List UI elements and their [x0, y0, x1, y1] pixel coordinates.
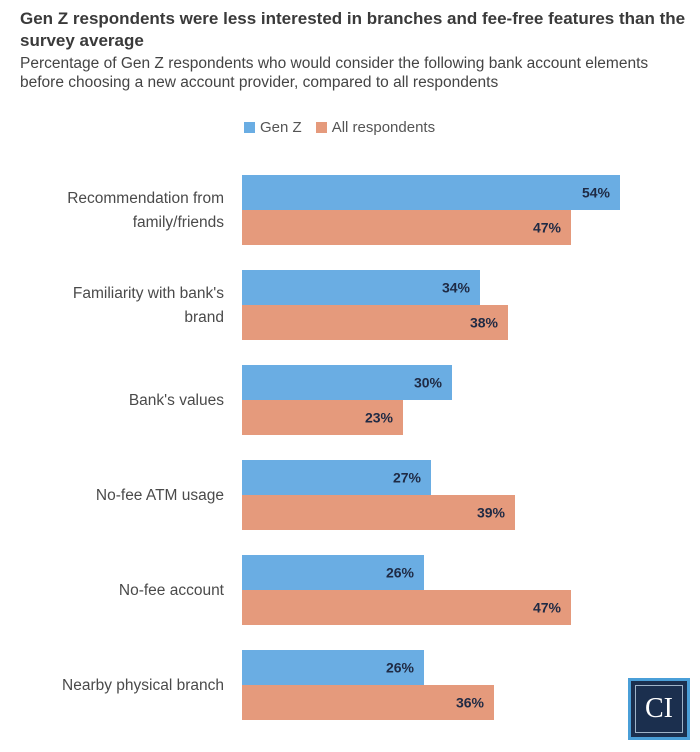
- category-label-2: Bank's values: [129, 392, 224, 409]
- legend-label-all-respondents: All respondents: [331, 118, 436, 136]
- value-label-gen-z-3: 27%: [393, 470, 422, 486]
- bar-all-respondents-4: [242, 590, 571, 625]
- category-label-0-line-0: Recommendation from: [67, 190, 224, 207]
- bar-gen-z-3: [242, 460, 431, 495]
- bar-gen-z-2: [242, 365, 452, 400]
- bar-gen-z-5: [242, 650, 424, 685]
- value-label-all-respondents-2: 23%: [365, 410, 394, 426]
- value-label-all-respondents-3: 39%: [477, 505, 506, 521]
- value-label-gen-z-4: 26%: [386, 565, 415, 581]
- bar-all-respondents-3: [242, 495, 515, 530]
- category-label-1-line-0: Familiarity with bank's: [73, 285, 224, 302]
- ci-logo: CI: [628, 678, 690, 740]
- value-label-gen-z-2: 30%: [414, 375, 443, 391]
- value-label-gen-z-1: 34%: [442, 280, 471, 296]
- value-label-gen-z-0: 54%: [582, 185, 611, 201]
- legend-swatch-all-respondents: [315, 121, 327, 133]
- legend: Gen Z All respondents: [244, 118, 449, 136]
- category-label-3: No-fee ATM usage: [96, 487, 224, 504]
- bar-gen-z-0: [242, 175, 620, 210]
- legend-label-gen-z: Gen Z: [260, 118, 302, 136]
- bar-all-respondents-0: [242, 210, 571, 245]
- bar-all-respondents-5: [242, 685, 494, 720]
- category-label-0-line-1: family/friends: [133, 214, 225, 231]
- legend-item-gen-z: Gen Z: [244, 119, 302, 136]
- category-label-1-line-1: brand: [184, 309, 224, 326]
- chart-subtitle: Percentage of Gen Z respondents who woul…: [20, 55, 649, 91]
- ci-logo-text: CI: [635, 685, 683, 733]
- bar-gen-z-1: [242, 270, 480, 305]
- bar-all-respondents-1: [242, 305, 508, 340]
- legend-item-all-respondents: All respondents: [315, 118, 436, 136]
- value-label-all-respondents-1: 38%: [470, 315, 499, 331]
- legend-swatch-gen-z: [244, 121, 255, 133]
- value-label-all-respondents-0: 47%: [533, 220, 562, 236]
- bar-gen-z-4: [242, 555, 424, 590]
- value-label-all-respondents-5: 36%: [456, 695, 485, 711]
- value-label-all-respondents-4: 47%: [533, 600, 562, 616]
- value-label-gen-z-5: 26%: [386, 660, 415, 676]
- bar-all-respondents-2: [242, 400, 403, 435]
- category-label-4: No-fee account: [119, 582, 225, 599]
- chart-title: Gen Z respondents were less interested i…: [20, 9, 686, 50]
- category-label-5: Nearby physical branch: [62, 677, 224, 694]
